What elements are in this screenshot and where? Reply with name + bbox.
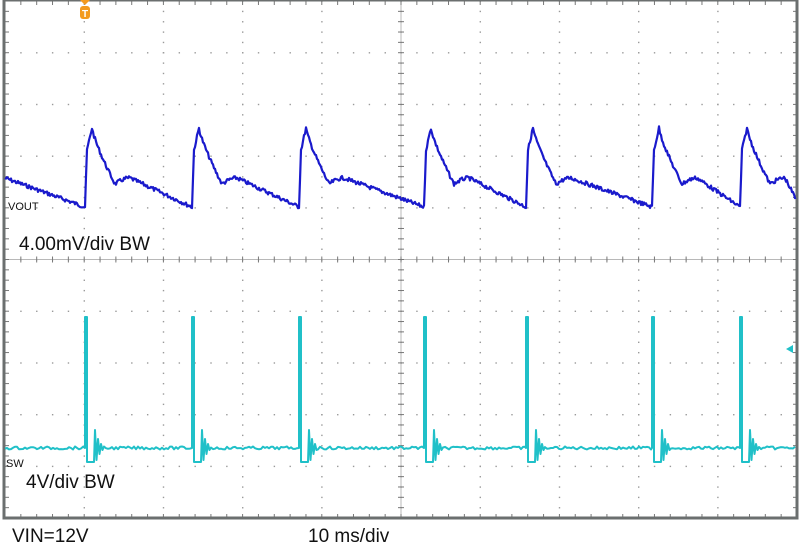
ch2-name-label: SW bbox=[6, 458, 24, 470]
sw-trace bbox=[4, 316, 796, 463]
ch2-level-marker-icon[interactable] bbox=[786, 345, 793, 353]
trigger-icon: T bbox=[82, 9, 88, 20]
ch2-scale-label: 4V/div BW bbox=[26, 472, 115, 493]
trigger-marker[interactable]: T bbox=[80, 0, 90, 20]
ch1-scale-label: 4.00mV/div BW bbox=[19, 234, 150, 255]
ch1-name-label: VOUT bbox=[8, 201, 39, 213]
timebase-label: 10 ms/div bbox=[308, 526, 390, 547]
plot-frame bbox=[2, 0, 799, 520]
vin-label: VIN=12V bbox=[12, 526, 89, 547]
grid bbox=[4, 0, 797, 519]
vout-trace bbox=[4, 125, 797, 210]
